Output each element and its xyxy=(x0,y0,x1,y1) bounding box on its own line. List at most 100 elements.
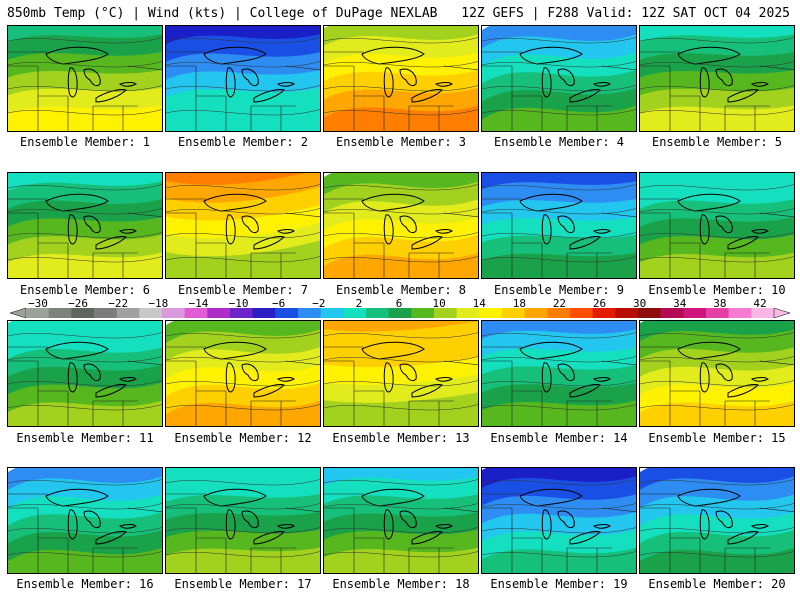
colorbar-segment xyxy=(343,308,367,318)
colorbar-segment xyxy=(320,308,344,318)
ensemble-member-label: Ensemble Member: 13 xyxy=(332,431,470,445)
ensemble-member-map xyxy=(165,25,321,132)
ensemble-member-label: Ensemble Member: 2 xyxy=(177,135,309,149)
ensemble-member-map xyxy=(481,467,637,574)
colorbar-tick-label: −26 xyxy=(68,297,89,310)
ensemble-member-map xyxy=(165,467,321,574)
colorbar-segment xyxy=(94,308,118,318)
colorbar-segment xyxy=(728,308,752,318)
colorbar-segment xyxy=(71,308,95,318)
colorbar-min-arrow xyxy=(10,308,27,318)
temperature-colorbar xyxy=(10,308,790,318)
colorbar-segment xyxy=(230,308,254,318)
ensemble-member-label: Ensemble Member: 1 xyxy=(19,135,151,149)
ensemble-member-map xyxy=(481,25,637,132)
temperature-field xyxy=(482,468,636,573)
ensemble-member-map xyxy=(323,320,479,427)
ensemble-member-map xyxy=(165,320,321,427)
ensemble-member-label: Ensemble Member: 11 xyxy=(16,431,154,445)
temperature-field xyxy=(324,173,478,278)
temperature-field xyxy=(324,468,478,573)
colorbar-segment xyxy=(456,308,480,318)
ensemble-member-map xyxy=(481,320,637,427)
colorbar-segment xyxy=(388,308,412,318)
colorbar-segment xyxy=(252,308,276,318)
temperature-field xyxy=(166,173,320,278)
colorbar-tick-label: −6 xyxy=(272,297,286,310)
colorbar-segment xyxy=(479,308,503,318)
ensemble-member-label: Ensemble Member: 3 xyxy=(335,135,467,149)
ensemble-member-label: Ensemble Member: 10 xyxy=(648,283,786,297)
temperature-field xyxy=(8,321,162,426)
ensemble-member-map xyxy=(639,320,795,427)
map-title: 850mb Temp (°C) | Wind (kts) | College o… xyxy=(7,6,438,21)
colorbar-tick-label: 34 xyxy=(673,297,687,310)
colorbar-tick-label: 30 xyxy=(633,297,647,310)
colorbar-tick-label: 38 xyxy=(713,297,727,310)
colorbar-segment xyxy=(434,308,458,318)
colorbar-segment xyxy=(615,308,639,318)
colorbar-segment xyxy=(184,308,208,318)
temperature-field xyxy=(8,468,162,573)
colorbar-tick-label: 42 xyxy=(753,297,767,310)
temperature-field xyxy=(166,468,320,573)
colorbar-tick-label: −22 xyxy=(108,297,129,310)
ensemble-member-map xyxy=(323,172,479,279)
ensemble-member-map xyxy=(323,25,479,132)
temperature-field xyxy=(640,173,794,278)
colorbar-tick-label: 6 xyxy=(395,297,403,310)
colorbar-tick-label: −30 xyxy=(28,297,48,310)
colorbar-segment xyxy=(162,308,186,318)
ensemble-member-label: Ensemble Member: 17 xyxy=(174,577,312,591)
colorbar-tick-label: 18 xyxy=(512,297,526,310)
temperature-field xyxy=(166,321,320,426)
ensemble-member-label: Ensemble Member: 16 xyxy=(16,577,154,591)
temperature-field xyxy=(640,26,794,131)
colorbar-segment xyxy=(570,308,594,318)
ensemble-member-label: Ensemble Member: 8 xyxy=(335,283,467,297)
temperature-field xyxy=(324,321,478,426)
colorbar-tick-label: −18 xyxy=(148,297,169,310)
ensemble-member-label: Ensemble Member: 15 xyxy=(648,431,786,445)
colorbar-segment xyxy=(524,308,548,318)
ensemble-member-label: Ensemble Member: 4 xyxy=(493,135,625,149)
ensemble-member-map xyxy=(7,467,163,574)
colorbar-segment xyxy=(592,308,616,318)
colorbar-segment xyxy=(298,308,322,318)
colorbar-segment xyxy=(139,308,163,318)
colorbar-segment xyxy=(275,308,299,318)
colorbar-segment xyxy=(638,308,662,318)
ensemble-member-map xyxy=(165,172,321,279)
colorbar-segment xyxy=(207,308,231,318)
ensemble-member-map xyxy=(639,172,795,279)
colorbar-segment xyxy=(547,308,571,318)
ensemble-member-label: Ensemble Member: 18 xyxy=(332,577,470,591)
temperature-field xyxy=(482,321,636,426)
ensemble-member-map xyxy=(323,467,479,574)
colorbar-tick-label: −2 xyxy=(312,297,326,310)
temperature-field xyxy=(640,468,794,573)
colorbar-tick-label: 10 xyxy=(432,297,446,310)
ensemble-member-label: Ensemble Member: 14 xyxy=(490,431,628,445)
ensemble-member-map xyxy=(639,25,795,132)
colorbar-segment xyxy=(706,308,730,318)
colorbar-tick-label: −10 xyxy=(228,297,249,310)
colorbar-segment xyxy=(751,308,775,318)
ensemble-member-map xyxy=(639,467,795,574)
ensemble-member-label: Ensemble Member: 6 xyxy=(19,283,151,297)
ensemble-member-label: Ensemble Member: 20 xyxy=(648,577,786,591)
temperature-field xyxy=(482,173,636,278)
ensemble-member-label: Ensemble Member: 19 xyxy=(490,577,628,591)
ensemble-member-map xyxy=(7,172,163,279)
ensemble-member-map xyxy=(7,320,163,427)
colorbar-segment xyxy=(683,308,707,318)
colorbar-tick-label: 2 xyxy=(355,297,363,310)
temperature-field xyxy=(482,26,636,131)
colorbar-segment xyxy=(26,308,50,318)
temperature-field xyxy=(8,173,162,278)
ensemble-member-map xyxy=(481,172,637,279)
colorbar-segment xyxy=(48,308,72,318)
model-run-info: 12Z GEFS | F288 Valid: 12Z SAT OCT 04 20… xyxy=(461,6,790,21)
colorbar-tick-label: 22 xyxy=(552,297,567,310)
ensemble-member-map xyxy=(7,25,163,132)
